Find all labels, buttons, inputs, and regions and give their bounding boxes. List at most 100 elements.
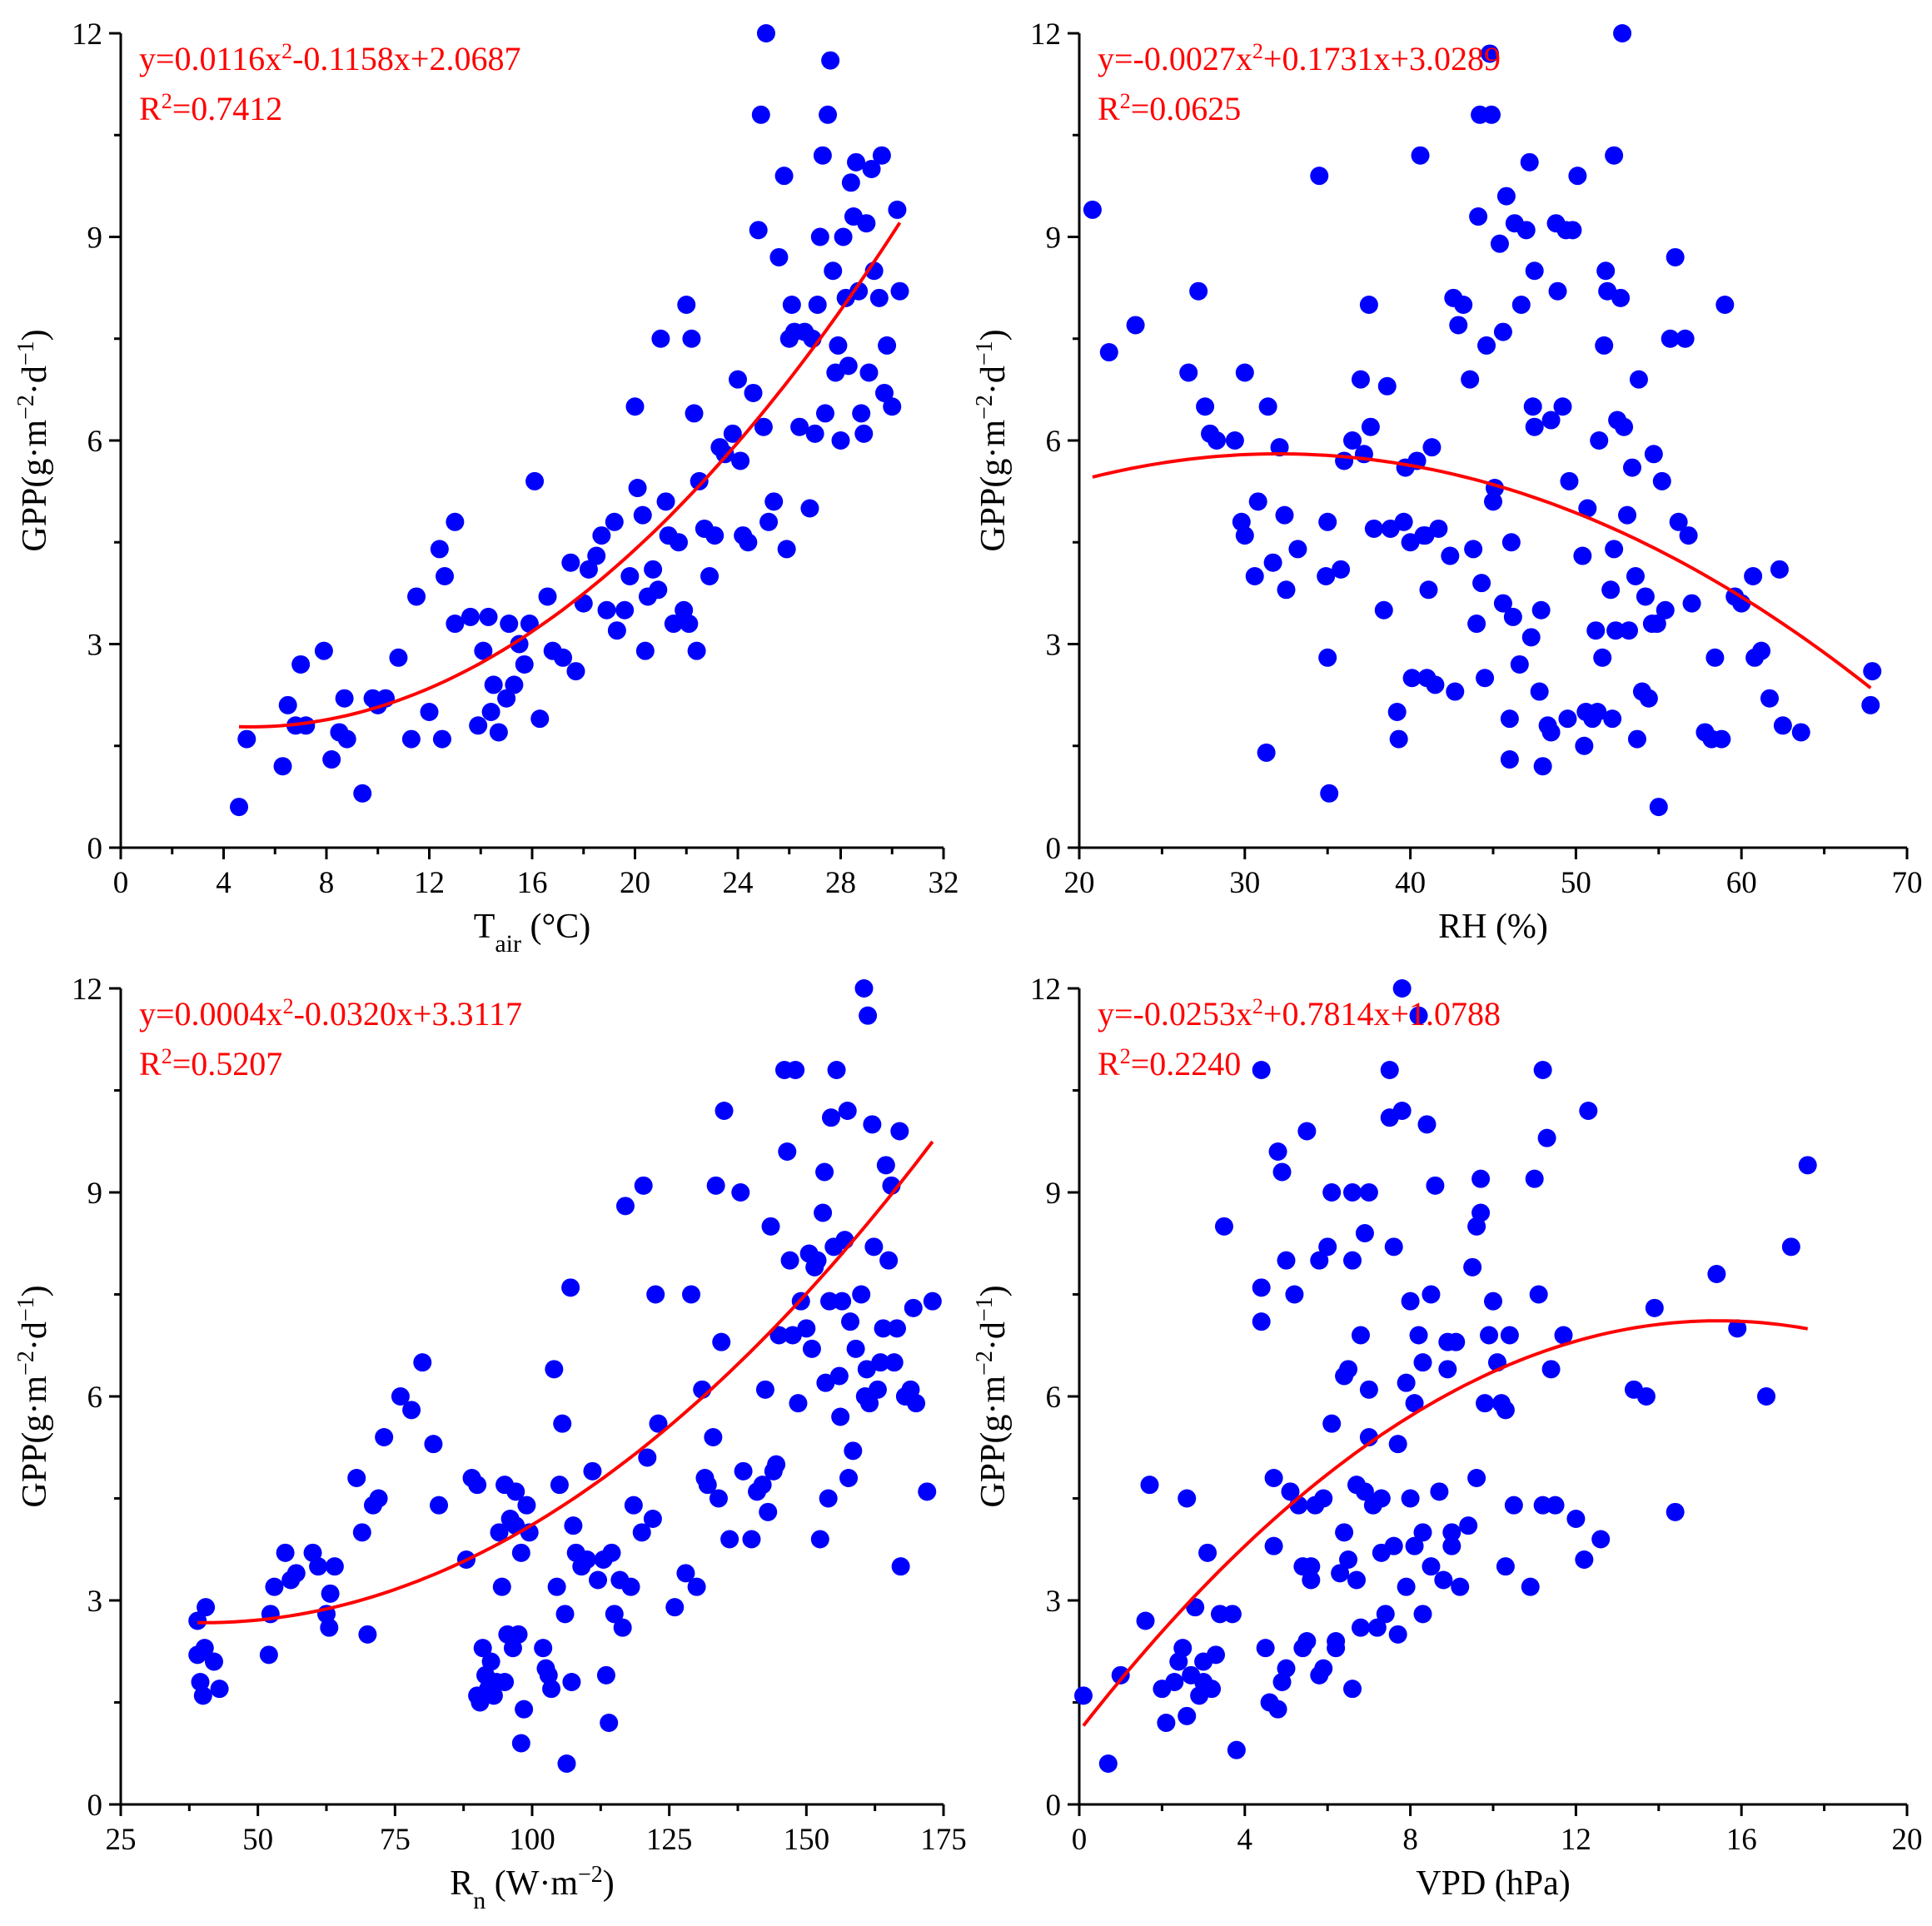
data-point [424,1435,443,1454]
data-point [1645,1298,1664,1317]
data-point [665,1598,685,1617]
data-point [577,1550,596,1569]
data-point [677,296,696,314]
data-point [687,641,706,660]
data-point [1409,1006,1428,1025]
data-point [621,1577,640,1596]
data-point [1422,1285,1441,1304]
data-point [1258,397,1277,416]
data-point [1157,1714,1176,1732]
data-point [1501,533,1521,552]
data-point [879,1251,899,1270]
data-point [495,1673,515,1691]
data-point [605,512,624,531]
data-point [1482,105,1501,124]
fit-curve [1092,451,1872,689]
data-point [1666,247,1685,266]
data-point [854,979,874,998]
data-point [335,689,354,708]
data-point [869,288,889,307]
data-point [607,621,626,640]
data-point [1387,703,1407,721]
data-point [600,1714,619,1732]
data-point [539,1665,558,1685]
data-point [846,1339,865,1358]
y-tick-label: 9 [87,1177,103,1211]
data-point [1388,1435,1407,1454]
data-point [676,1564,695,1583]
x-axis-label: RH (%) [1438,908,1548,946]
data-point [286,1564,306,1583]
data-point [1426,675,1445,694]
data-point [624,1496,643,1515]
data-point [790,417,809,436]
r-squared-label: R2=0.7412 [139,89,282,128]
data-point [1165,1673,1184,1691]
data-point [1198,1543,1217,1562]
equation-label: y=-0.0027x2+0.1731x+3.0289 [1098,39,1501,78]
x-tick-label: 50 [1561,866,1591,900]
data-point [857,214,876,233]
data-point [1760,689,1779,708]
data-point [481,703,500,721]
data-point [1405,1394,1424,1413]
data-point [1411,146,1430,165]
data-point [1861,695,1880,714]
data-point [700,567,720,585]
data-point [597,600,616,620]
data-point [706,1176,725,1195]
fit-curve [197,1140,934,1625]
chart-panel-rn: 25 50 75 100 125 150 175 0 3 6 9 12 GPP(g·m−2·d−1) Rn… [13,973,967,1914]
data-point [1277,1251,1296,1270]
data-point [1546,1496,1565,1515]
data-point [564,1516,583,1535]
data-point [561,553,580,572]
data-point [1252,1278,1271,1297]
data-point [1377,376,1397,396]
data-point [907,1394,926,1413]
x-tick-label: 0 [1072,1823,1088,1857]
data-point [705,526,724,545]
data-point [1318,512,1337,531]
x-axis-label: Tair (°C) [474,908,591,958]
data-point [1327,1639,1346,1658]
data-point [839,356,858,376]
data-point [835,1231,854,1250]
data-point [1351,370,1370,389]
data-point [1203,1680,1222,1699]
data-point [1178,1489,1197,1508]
x-tick-label: 70 [1892,866,1923,900]
data-point [831,431,850,450]
data-point [827,1061,846,1079]
data-point [1469,207,1488,226]
data-point [1446,682,1465,701]
data-point [1189,281,1208,301]
data-point [1590,431,1609,450]
data-point [1392,1102,1412,1120]
data-point [1447,1332,1466,1351]
x-tick-label: 20 [1892,1823,1923,1857]
data-point [783,1326,802,1345]
data-point [1472,574,1491,593]
x-tick-label: 4 [216,866,232,900]
data-point [756,24,775,42]
data-point [1402,669,1422,688]
data-point [1669,512,1688,531]
data-point [1476,669,1495,688]
data-point [506,1482,525,1501]
equation-label: y=-0.0253x2+0.7814x+1.0788 [1098,994,1501,1033]
data-point [1207,1645,1226,1665]
data-point [1322,1414,1342,1433]
data-point [230,798,249,817]
x-tick-label: 40 [1395,866,1426,900]
data-point [651,329,670,348]
data-point [1553,397,1572,416]
data-point [413,1353,432,1372]
data-point [786,1061,805,1079]
data-point [857,1360,876,1379]
data-point [1343,431,1362,450]
data-point [446,512,465,531]
data-point [891,1557,910,1576]
data-point [1682,594,1701,613]
data-point [555,1605,575,1624]
